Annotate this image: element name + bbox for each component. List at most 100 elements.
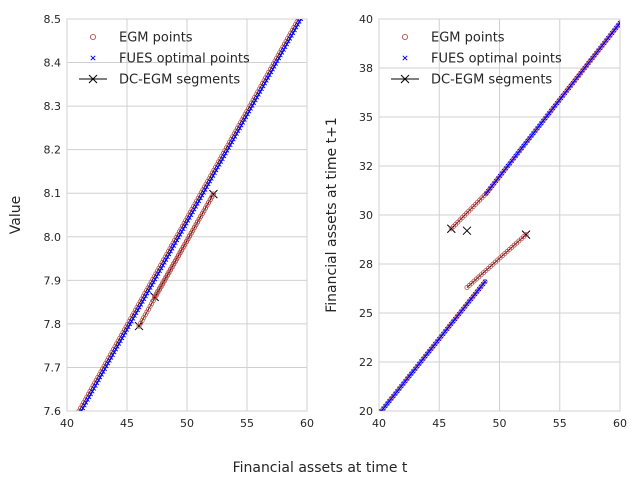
egm-point (187, 233, 193, 239)
y-tick-label: 8.0 (44, 231, 62, 244)
fues-optimal-point (239, 123, 244, 128)
fues-optimal-point (113, 347, 119, 352)
fues-optimal-point (211, 173, 216, 178)
y-tick-label: 20 (359, 405, 373, 418)
egm-point (482, 279, 488, 285)
fues-optimal-point (140, 299, 145, 304)
egm-point (617, 20, 620, 26)
fues-optimal-point (178, 232, 183, 237)
fues-optimal-point (225, 148, 230, 153)
egm-point (139, 317, 145, 323)
plot-frame (378, 18, 621, 412)
fues-optimal-point (256, 92, 261, 97)
fues-optimal-point (171, 243, 177, 248)
fues-optimal-point (214, 168, 219, 173)
legend-label: EGM points (119, 31, 193, 46)
legend: EGM points FUES optimal points DC-EGM segm… (79, 31, 250, 88)
egm-point (183, 238, 189, 244)
fues-optimal-point (143, 294, 148, 299)
fues-optimal-point (85, 397, 90, 402)
fues-optimal-point (132, 313, 137, 318)
fues-optimal-point (281, 47, 286, 52)
egm-point (207, 197, 213, 203)
y-tick-label: 7.8 (44, 318, 62, 331)
egm-point (142, 312, 148, 318)
fues-optimal-point (137, 305, 142, 310)
legend-item: FUES optimal points (402, 52, 562, 67)
fues-optimal-point (120, 336, 125, 341)
fues-optimal-point (116, 341, 122, 346)
legend: EGM points FUES optimal points DC-EGM segm… (391, 31, 562, 88)
fues-optimal-point (80, 406, 86, 411)
plot-area (379, 20, 620, 411)
y-tick-label: 22 (359, 356, 373, 369)
fues-optimal-point (91, 386, 97, 391)
egm-point (180, 244, 186, 250)
fues-optimal-point (148, 285, 153, 290)
fues-optimal-point (135, 308, 140, 313)
egm-point (188, 230, 194, 236)
fues-optimal-point (127, 322, 133, 327)
fues-optimal-point (151, 280, 156, 285)
fues-optimal-point (181, 226, 186, 232)
y-tick-label: 7.7 (44, 361, 62, 374)
fues-optimal-point (126, 324, 131, 330)
fues-optimal-point (272, 64, 277, 69)
plot-frame (66, 18, 308, 412)
egm-point (199, 211, 205, 217)
fues-optimal-point (170, 246, 175, 251)
fues-optimal-point (248, 106, 253, 111)
egm-point (196, 216, 202, 222)
legend-item: FUES optimal points (90, 52, 250, 67)
dc-egm-endpoint-marker (521, 230, 531, 239)
dc-egm-endpoint-marker (209, 189, 218, 199)
fues-optimal-point (294, 25, 299, 30)
fues-optimal-point (156, 271, 161, 276)
x-tick-label: 55 (240, 417, 254, 430)
fues-optimal-point (190, 210, 195, 215)
fues-optimal-point (233, 134, 238, 139)
egm-point (145, 306, 151, 312)
fues-optimal-point (617, 20, 620, 26)
egm-point (201, 208, 207, 214)
fues-optimal-point (90, 389, 95, 394)
y-tick-label: 38 (359, 62, 373, 75)
fues-optimal-point (121, 333, 126, 338)
egm-point (167, 266, 173, 272)
fues-optimal-point (276, 56, 282, 61)
fues-optimal-point (176, 235, 181, 240)
fues-optimal-point (275, 58, 280, 64)
fues-optimal-point (165, 254, 170, 260)
legend-label: EGM points (431, 31, 505, 46)
egm-point (177, 249, 183, 255)
fues-optimal-point (215, 165, 220, 170)
legend-label: FUES optimal points (119, 52, 250, 67)
egm-point (185, 236, 191, 242)
fues-optimal-point (83, 400, 89, 405)
x-tick-label: 50 (180, 417, 194, 430)
fues-optimal-point (146, 288, 151, 293)
fues-optimal-point (204, 184, 210, 190)
legend-item: DC-EGM segments (79, 73, 240, 88)
fues-optimal-point (134, 310, 139, 316)
fues-optimal-point (236, 128, 241, 134)
fues-optimal-point (196, 198, 202, 204)
egm-point (171, 261, 177, 267)
egm-point (141, 315, 147, 321)
fues-optimal-point (187, 215, 192, 220)
fues-optimal-point (159, 266, 164, 271)
egm-point (204, 202, 210, 208)
fues-optimal-point (203, 187, 208, 192)
egm-point (138, 320, 144, 326)
y-tick-label: 25 (359, 307, 373, 320)
fues-optimal-point (289, 33, 294, 38)
egm-point (144, 309, 150, 315)
fues-optimal-point (105, 361, 111, 366)
fues-optimal-point (292, 28, 297, 33)
fues-optimal-point (270, 67, 275, 72)
egm-point (152, 294, 158, 300)
fues-optimal-point (254, 95, 260, 100)
fues-optimal-point (286, 39, 291, 44)
fues-optimal-point (149, 282, 155, 288)
fues-optimal-point (162, 260, 167, 265)
